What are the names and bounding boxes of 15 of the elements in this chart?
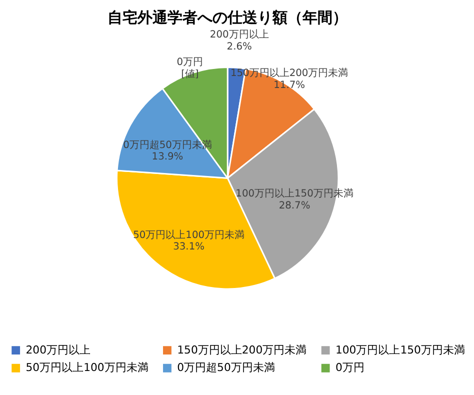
legend-label: 50万円以上100万円未満 bbox=[26, 361, 148, 374]
data-label: 33.1% bbox=[173, 242, 204, 253]
legend-label: 150万円以上200万円未満 bbox=[177, 343, 307, 356]
chart-title: 自宅外通学者への仕送り額（年間） bbox=[108, 8, 348, 27]
slice-label: 200万円以上 bbox=[210, 28, 269, 41]
legend-label: 0万円超50万円未満 bbox=[177, 361, 275, 374]
slice-label: 0万円 bbox=[176, 57, 204, 68]
data-label: 28.7% bbox=[278, 200, 310, 212]
data-label: 2.6% bbox=[226, 41, 252, 52]
slice-label: 100万円以上150万円未満 bbox=[236, 188, 354, 200]
slice-label: 50万円以上100万円未満 bbox=[133, 228, 245, 241]
legend-label: 200万円以上 bbox=[26, 343, 90, 356]
legend-label: 0万円 bbox=[335, 361, 364, 374]
legend-label: 100万円以上150万円未満 bbox=[335, 343, 465, 356]
data-label: 13.9% bbox=[152, 152, 184, 163]
